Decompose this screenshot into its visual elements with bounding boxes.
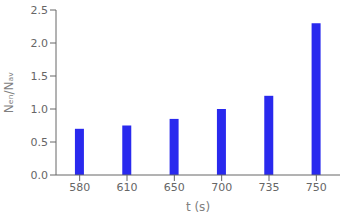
svg-text:750: 750 — [306, 181, 327, 194]
svg-text:735: 735 — [259, 181, 280, 194]
svg-text:650: 650 — [164, 181, 185, 194]
svg-text:2.0: 2.0 — [31, 37, 49, 50]
svg-text:0.5: 0.5 — [31, 136, 49, 149]
svg-text:Nₑₙ/Nₐᵥ: Nₑₙ/Nₐᵥ — [8, 72, 16, 113]
svg-text:580: 580 — [69, 181, 90, 194]
svg-text:700: 700 — [211, 181, 232, 194]
svg-text:1.0: 1.0 — [31, 103, 49, 116]
svg-text:2.5: 2.5 — [31, 4, 49, 17]
svg-text:0.0: 0.0 — [31, 169, 49, 182]
svg-text:t (s): t (s) — [186, 200, 210, 214]
svg-text:1.5: 1.5 — [31, 70, 49, 83]
svg-text:610: 610 — [117, 181, 138, 194]
